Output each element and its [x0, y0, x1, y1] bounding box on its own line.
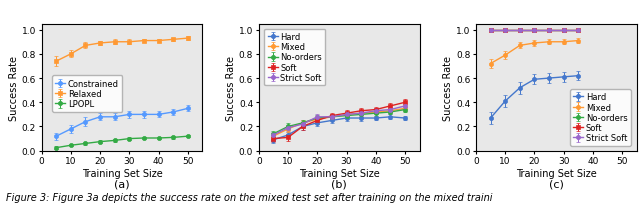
- X-axis label: Training Set Size: Training Set Size: [82, 168, 163, 178]
- Text: Figure 3: Figure 3a depicts the success rate on the mixed test set after trainin: Figure 3: Figure 3a depicts the success …: [6, 192, 493, 202]
- Legend: Constrained, Relaxed, LPOPL: Constrained, Relaxed, LPOPL: [52, 76, 122, 112]
- Text: (a): (a): [114, 179, 130, 188]
- Y-axis label: Success Rate: Success Rate: [9, 55, 19, 120]
- X-axis label: Training Set Size: Training Set Size: [299, 168, 380, 178]
- X-axis label: Training Set Size: Training Set Size: [516, 168, 596, 178]
- Legend: Hard, Mixed, No-orders, Soft, Strict Soft: Hard, Mixed, No-orders, Soft, Strict Sof…: [264, 30, 325, 86]
- Legend: Hard, Mixed, No-orders, Soft, Strict Soft: Hard, Mixed, No-orders, Soft, Strict Sof…: [570, 90, 631, 146]
- Y-axis label: Success Rate: Success Rate: [444, 55, 453, 120]
- Y-axis label: Success Rate: Success Rate: [226, 55, 236, 120]
- Text: (b): (b): [332, 179, 347, 188]
- Text: (c): (c): [549, 179, 564, 188]
